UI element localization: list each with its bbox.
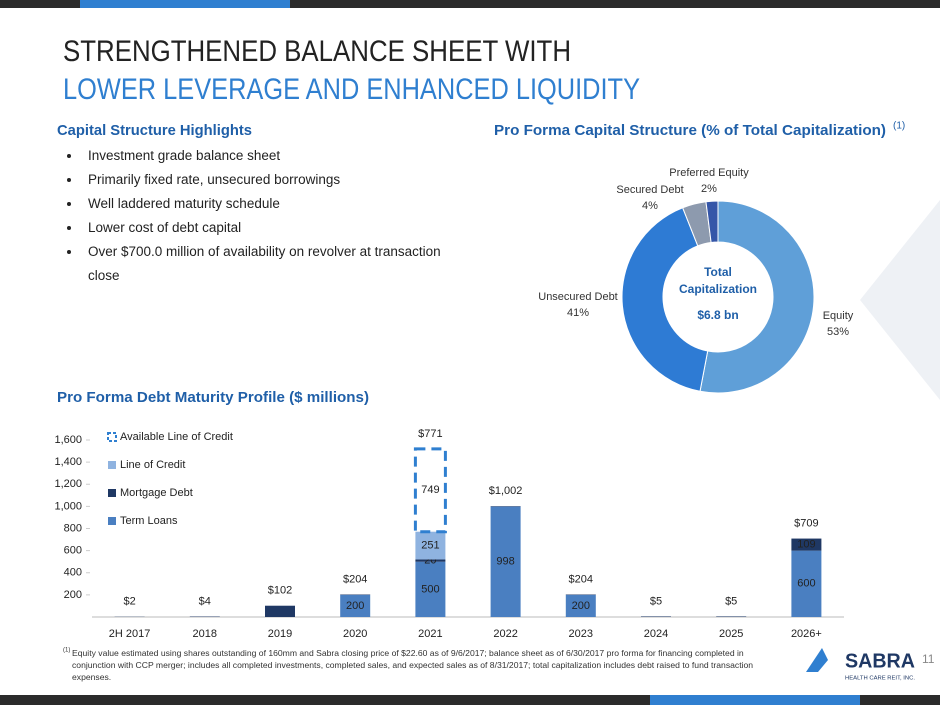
total-label: $2 xyxy=(123,596,135,608)
bullet: Investment grade balance sheet xyxy=(82,144,452,168)
donut-slice xyxy=(699,200,815,394)
y-tick-label: 800 xyxy=(64,522,82,534)
total-label: $1,002 xyxy=(489,485,523,497)
slice-label: Preferred Equity xyxy=(669,167,749,179)
total-label: $709 xyxy=(794,517,818,529)
legend-swatch xyxy=(108,517,116,525)
title-line2: LOWER LEVERAGE AND ENHANCED LIQUIDITY xyxy=(63,73,640,106)
y-tick-label: 1,000 xyxy=(54,500,82,512)
legend-swatch xyxy=(108,489,116,497)
bar-segment xyxy=(490,506,521,617)
section-heading: Capital Structure Highlights xyxy=(57,122,252,139)
slice-label: Equity xyxy=(823,310,854,322)
legend-label: Available Line of Credit xyxy=(120,431,233,443)
y-tick-label: 1,600 xyxy=(54,434,82,446)
x-tick-label: 2025 xyxy=(719,628,743,640)
legend-label: Line of Credit xyxy=(120,459,185,471)
center-label: Capitalization xyxy=(679,282,757,296)
x-tick-label: 2022 xyxy=(493,628,517,640)
total-label: $771 xyxy=(418,428,442,440)
chart-title: Pro Forma Capital Structure (% of Total … xyxy=(494,122,886,139)
bar-segment xyxy=(791,550,822,617)
total-label: $204 xyxy=(569,573,593,585)
logo-mark xyxy=(806,648,828,672)
y-tick-label: 1,400 xyxy=(54,456,82,468)
x-tick-label: 2018 xyxy=(193,628,217,640)
bar-segment xyxy=(565,594,596,617)
slice-label: Unsecured Debt xyxy=(538,291,618,303)
bar-segment xyxy=(415,531,446,560)
segment-label: 600 xyxy=(797,578,815,590)
segment-label: 200 xyxy=(346,600,364,612)
x-tick-label: 2021 xyxy=(418,628,442,640)
logo-tagline: HEALTH CARE REIT, INC. xyxy=(845,675,915,681)
segment-label: 109 xyxy=(797,539,815,551)
bullet: Over $700.0 million of availability on r… xyxy=(82,240,452,288)
chart-title: Pro Forma Debt Maturity Profile ($ milli… xyxy=(57,389,369,406)
slice-value: 4% xyxy=(642,200,658,212)
bar-segment xyxy=(641,616,671,617)
bar-segment xyxy=(340,594,371,617)
footnote-marker: (1) xyxy=(63,648,70,654)
bullet: Well laddered maturity schedule xyxy=(82,192,452,216)
x-tick-label: 2024 xyxy=(644,628,668,640)
legend-swatch xyxy=(107,432,117,442)
bottom-accent xyxy=(650,695,860,705)
bullet-box: Investment grade balance sheetPrimarily … xyxy=(62,144,452,294)
bar-segment xyxy=(415,559,446,562)
segment-label: 251 xyxy=(421,539,439,551)
bottom-bar xyxy=(0,695,940,705)
logo-name: SABRA xyxy=(845,650,915,672)
legend-label: Mortgage Debt xyxy=(120,487,193,499)
footnote: Equity value estimated using shares outs… xyxy=(72,648,754,682)
footnote-box: Equity value estimated using shares outs… xyxy=(72,648,754,682)
bar-segment xyxy=(415,561,446,617)
x-tick-label: 2023 xyxy=(569,628,593,640)
donut-slice xyxy=(705,200,719,243)
total-label: $5 xyxy=(725,595,737,607)
y-tick-label: 600 xyxy=(64,545,82,557)
legend-swatch xyxy=(108,461,116,469)
top-accent xyxy=(80,0,290,8)
x-tick-label: 2026+ xyxy=(791,628,822,640)
total-label: $5 xyxy=(650,595,662,607)
total-label: $204 xyxy=(343,573,367,585)
y-tick-label: 200 xyxy=(64,589,82,601)
bullet: Lower cost of debt capital xyxy=(82,216,452,240)
segment-label: 500 xyxy=(421,583,439,595)
bullet: Primarily fixed rate, unsecured borrowin… xyxy=(82,168,452,192)
slice-label: Secured Debt xyxy=(616,184,683,196)
bar-segment xyxy=(716,616,747,617)
total-label: $4 xyxy=(199,595,211,607)
bar-segment xyxy=(265,605,295,617)
total-label: $102 xyxy=(268,585,292,597)
x-tick-label: 2H 2017 xyxy=(109,628,151,640)
slice-value: 2% xyxy=(701,183,717,195)
top-bar xyxy=(0,0,940,8)
center-value: $6.8 bn xyxy=(697,308,738,322)
segment-label: 749 xyxy=(421,484,439,496)
bar-segment xyxy=(413,447,447,534)
title-note: (1) xyxy=(893,121,905,132)
slice-value: 41% xyxy=(567,307,589,319)
y-tick-label: 400 xyxy=(64,567,82,579)
donut-slice xyxy=(621,207,709,392)
decor-triangle xyxy=(860,200,940,400)
bullet-list: Investment grade balance sheetPrimarily … xyxy=(62,144,452,288)
x-tick-label: 2020 xyxy=(343,628,367,640)
y-tick-label: 1,200 xyxy=(54,478,82,490)
legend-label: Term Loans xyxy=(120,515,178,527)
slice-value: 53% xyxy=(827,326,849,338)
segment-label: 200 xyxy=(572,600,590,612)
center-label: Total xyxy=(704,265,732,279)
title-line1: STRENGTHENED BALANCE SHEET WITH xyxy=(63,35,571,68)
x-tick-label: 2019 xyxy=(268,628,292,640)
page-number: 11 xyxy=(922,652,935,666)
segment-label: 998 xyxy=(496,556,514,568)
bar-segment xyxy=(791,538,822,551)
